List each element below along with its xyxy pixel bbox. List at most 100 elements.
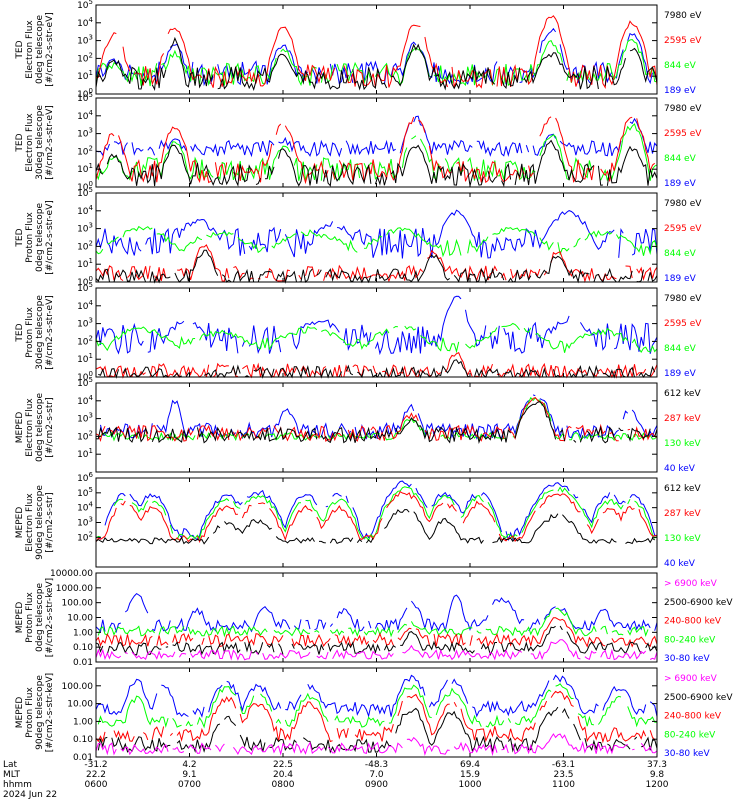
panel-ylabel: MEPED Proton Flux 90deg telescope [#/cm2-s-…: [15, 673, 55, 752]
panel-series-group: [95, 295, 658, 379]
footer-lat-label: -31.2: [84, 760, 107, 770]
y-tick-label: 1.00: [73, 717, 93, 727]
series-line-612-keV: [95, 509, 656, 545]
y-tick-label: 103: [77, 127, 93, 140]
ylabel-line: Electron Flux: [25, 113, 35, 172]
y-tick-label: 104: [77, 299, 93, 312]
y-tick-label: 103: [77, 222, 93, 235]
y-tick-label: 100: [77, 370, 93, 383]
ylabel-line: [#/cm2-s-str]: [45, 397, 55, 457]
y-tick-label: 104: [77, 394, 93, 407]
y-tick-label: 100.00: [62, 599, 94, 609]
ylabel-line: Electron Flux: [25, 493, 35, 552]
footer-hhmm-label: 0900: [365, 780, 388, 790]
panel-meped-proton-90deg: 0.01 0.10 1.00 10.00 100.00 MEPED Proton Flux 9…: [15, 667, 733, 763]
series-line-240-800-keV: [95, 690, 656, 744]
ylabel-line: 0deg telescope: [35, 203, 45, 273]
footer-lat-label: -48.3: [365, 760, 388, 770]
footer-hhmm-label: 1000: [459, 780, 482, 790]
legend-entry: 189 eV: [664, 369, 697, 379]
y-tick-label: 100.00: [62, 682, 94, 692]
footer-mlt-label: 22.2: [86, 770, 106, 780]
ylabel-line: [#/cm2-s-str-eV]: [45, 200, 55, 275]
legend-entry: 30-80 keV: [664, 749, 710, 759]
y-tick-label: 105: [77, 486, 93, 499]
legend-entry: 844 eV: [664, 344, 697, 354]
footer-mlt-label: 15.9: [460, 770, 480, 780]
legend-entry: 40 keV: [664, 464, 696, 474]
legend-entry: 189 eV: [664, 86, 697, 96]
y-tick-label: 101: [77, 352, 93, 365]
panel-legend: 7980 eV 2595 eV 844 eV 189 eV: [664, 104, 702, 189]
series-line-844-eV: [95, 225, 658, 258]
y-tick-label: 103: [77, 412, 93, 425]
panel-legend: 7980 eV 2595 eV 844 eV 189 eV: [664, 199, 702, 284]
panel-meped-proton-0deg: 0.010.101.0010.00100.001000.0010000.00ME…: [15, 569, 733, 668]
series-line-7980-eV: [95, 36, 658, 92]
panel-legend: > 6900 keV 2500-6900 keV 240-800 keV 80-240…: [664, 674, 733, 759]
legend-entry: 7980 eV: [664, 11, 702, 21]
legend-entry: 7980 eV: [664, 199, 702, 209]
legend-entry: 7980 eV: [664, 294, 702, 304]
y-tick-label: 102: [77, 51, 93, 64]
legend-entry: > 6900 keV: [664, 579, 718, 589]
panel-legend: > 6900 keV 2500-6900 keV 240-800 keV 80-240…: [664, 579, 733, 664]
footer-lat-label: 37.3: [647, 760, 667, 770]
y-tick-label: 104: [77, 204, 93, 217]
panel-series-group: [95, 115, 658, 188]
y-tick-label: 102: [77, 334, 93, 347]
ylabel-line: [#/cm2-s-str-eV]: [45, 295, 55, 370]
y-tick-label: 101: [77, 162, 93, 175]
panel-ylabel: TED Electron Flux 30deg telescope [#/cm2-s-…: [15, 105, 55, 180]
legend-entry: 40 keV: [664, 559, 696, 569]
footer-lat-label: 69.4: [460, 760, 480, 770]
series-line-130-keV: [95, 486, 658, 542]
ylabel-line: 90deg telescope: [35, 675, 45, 750]
ylabel-line: 30deg telescope: [35, 295, 45, 370]
ylabel-line: Proton Flux: [25, 687, 35, 738]
y-tick-label: 105: [77, 0, 93, 11]
y-tick-label: 102: [77, 144, 93, 157]
legend-entry: 189 eV: [664, 179, 697, 189]
legend-entry: 7980 eV: [664, 104, 702, 114]
ylabel-line: Electron Flux: [25, 20, 35, 79]
legend-entry: 2595 eV: [664, 319, 702, 329]
series-line-30-80-keV: [95, 674, 658, 718]
y-tick-label: 105: [77, 91, 93, 104]
series-line-287-keV: [95, 490, 658, 543]
panel-series-group: [95, 592, 657, 661]
panel-frame: [95, 287, 658, 378]
series-line-189-eV: [95, 115, 658, 158]
legend-entry: 2500-6900 keV: [664, 693, 733, 703]
panel-meped-electron-0deg: 101 102 103 104 105 MEPED Electron Flux 0deg te…: [15, 376, 701, 474]
ylabel-line: [#/cm2-s-str-eV]: [45, 12, 55, 87]
legend-entry: 240-800 keV: [664, 617, 722, 627]
footer-hhmm-label: 1100: [552, 780, 575, 790]
y-tick-label: 101: [77, 69, 93, 82]
footer-row-label: Lat: [3, 760, 18, 770]
panel-series-group: [95, 15, 658, 92]
ylabel-line: [#/cm2-s-str-eV]: [45, 105, 55, 180]
footer-mlt-label: 9.1: [182, 770, 196, 780]
y-tick-label: 105: [77, 186, 93, 199]
legend-entry: 287 keV: [664, 509, 701, 519]
panel-series-group: [95, 480, 658, 545]
ylabel-line: TED: [15, 323, 25, 342]
y-tick-label: 0.10: [73, 643, 93, 653]
legend-entry: 612 keV: [664, 389, 701, 399]
ylabel-line: Proton Flux: [25, 212, 35, 263]
footer-lat-label: -63.1: [552, 760, 575, 770]
y-tick-label: 10000.00: [50, 569, 93, 579]
ylabel-line: Proton Flux: [25, 592, 35, 643]
legend-entry: 189 eV: [664, 274, 697, 284]
series-line-80-240-keV: [97, 683, 658, 729]
y-tick-label: 1000.00: [56, 584, 93, 594]
legend-entry: 130 keV: [664, 534, 701, 544]
y-tick-label: 101: [77, 447, 93, 460]
y-tick-label: 100: [77, 87, 93, 100]
footer-hhmm-label: 0800: [272, 780, 295, 790]
series-line-7980-eV: [95, 249, 658, 284]
